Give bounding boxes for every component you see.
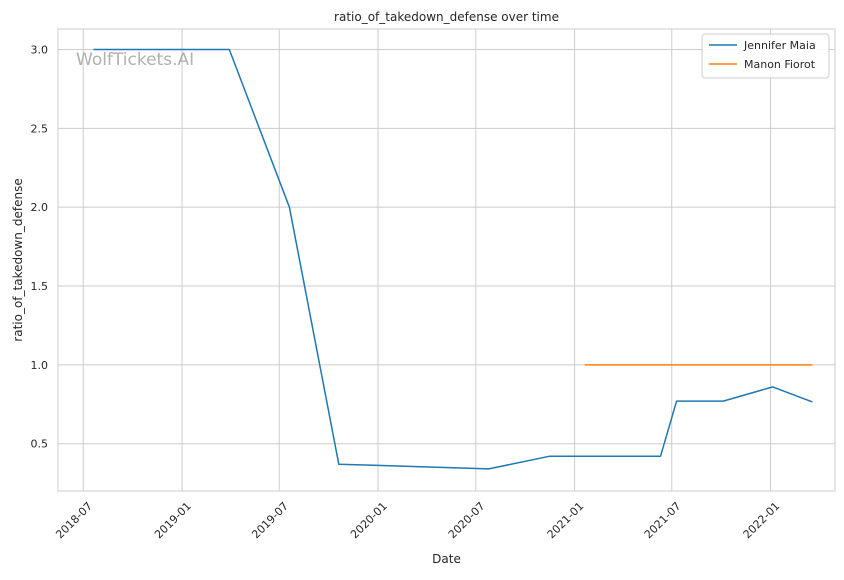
x-axis-label: Date [432,552,461,566]
legend-label-0: Jennifer Maia [743,39,816,52]
y-tick-label: 3.0 [31,43,49,56]
y-tick-label: 0.5 [31,438,49,451]
y-tick-label: 2.5 [31,122,49,135]
series-line-0 [93,48,813,470]
chart-title: ratio_of_takedown_defense over time [334,10,559,24]
legend-label-1: Manon Fiorot [744,58,816,71]
legend: Jennifer Maia Manon Fiorot [701,33,830,79]
series-layer [93,48,813,470]
y-tick-label: 1.5 [31,280,49,293]
y-tick-label: 2.0 [31,201,49,214]
y-tick-label: 1.0 [31,359,49,372]
y-axis-label: ratio_of_takedown_defense [11,178,25,341]
watermark: WolfTickets.AI [76,50,194,70]
plot-frame [57,28,836,492]
